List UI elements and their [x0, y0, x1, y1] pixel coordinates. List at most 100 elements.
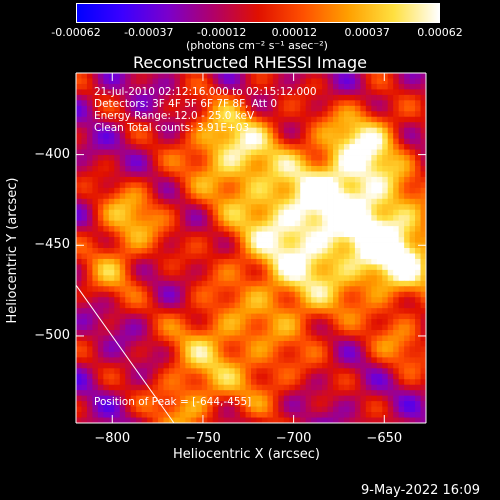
heatmap-cell	[240, 330, 246, 336]
heatmap-cell	[240, 324, 246, 331]
heatmap-cell	[261, 226, 268, 232]
heatmap-cell	[229, 269, 235, 276]
heatmap-cell	[300, 127, 307, 134]
heatmap-cell	[376, 417, 383, 424]
heatmap-cell	[196, 187, 203, 194]
heatmap-cell	[294, 193, 301, 200]
heatmap-cell	[283, 89, 290, 96]
heatmap-cell	[272, 379, 279, 386]
heatmap-cell	[125, 253, 132, 260]
heatmap-cell	[267, 384, 274, 391]
heatmap-cell	[316, 193, 323, 200]
heatmap-cell	[415, 209, 421, 216]
heatmap-cell	[147, 204, 153, 211]
heatmap-cell	[207, 384, 214, 391]
heatmap-cell	[415, 100, 421, 107]
heatmap-cell	[338, 94, 345, 101]
heatmap-cell	[387, 412, 394, 418]
heatmap-cell	[289, 275, 296, 282]
heatmap-cell	[179, 373, 186, 380]
heatmap-cell	[114, 390, 121, 397]
heatmap-cell	[300, 248, 307, 254]
heatmap-cell	[278, 165, 285, 172]
heatmap-cell	[327, 165, 334, 172]
heatmap-cell	[97, 111, 104, 118]
heatmap-cell	[294, 335, 301, 342]
heatmap-cell	[185, 165, 192, 172]
heatmap-cell	[415, 165, 421, 172]
heatmap-cell	[81, 384, 88, 391]
heatmap-cell	[81, 340, 88, 347]
heatmap-cell	[218, 319, 225, 325]
heatmap-cell	[212, 133, 219, 140]
heatmap-cell	[201, 308, 208, 315]
heatmap-cell	[415, 319, 421, 325]
heatmap-cell	[371, 417, 378, 424]
heatmap-cell	[86, 384, 93, 391]
heatmap-cell	[218, 264, 225, 271]
heatmap-cell	[218, 89, 225, 96]
heatmap-cell	[136, 220, 143, 227]
heatmap-cell	[349, 220, 356, 227]
heatmap-cell	[283, 78, 290, 85]
heatmap-cell	[76, 368, 82, 375]
heatmap-cell	[201, 319, 208, 325]
heatmap-cell	[283, 165, 290, 172]
heatmap-cell	[322, 83, 328, 90]
heatmap-cell	[349, 417, 356, 424]
heatmap-cell	[420, 116, 427, 123]
heatmap-cell	[300, 78, 307, 85]
heatmap-cell	[86, 357, 93, 364]
heatmap-cell	[283, 269, 290, 276]
heatmap-cell	[136, 78, 143, 85]
heatmap-cell	[152, 379, 159, 386]
heatmap-cell	[196, 253, 203, 260]
heatmap-cell	[152, 165, 159, 172]
heatmap-cell	[81, 116, 88, 123]
heatmap-cell	[147, 258, 153, 265]
heatmap-cell	[234, 100, 241, 107]
heatmap-cell	[382, 340, 389, 347]
heatmap-cell	[201, 144, 208, 150]
heatmap-cell	[398, 297, 405, 304]
heatmap-cell	[196, 83, 203, 90]
heatmap-cell	[360, 116, 367, 123]
heatmap-cell	[141, 253, 148, 260]
heatmap-cell	[168, 171, 175, 178]
heatmap-cell	[97, 138, 104, 145]
heatmap-cell	[415, 390, 421, 397]
heatmap-cell	[354, 133, 361, 140]
heatmap-cell	[240, 204, 246, 211]
heatmap-cell	[86, 209, 93, 216]
heatmap-cell	[229, 100, 235, 107]
heatmap-cell	[267, 269, 274, 276]
heatmap-cell	[240, 193, 246, 200]
heatmap-cell	[365, 231, 372, 238]
heatmap-cell	[229, 346, 235, 353]
heatmap-cell	[234, 89, 241, 96]
heatmap-cell	[234, 105, 241, 112]
heatmap-cell	[354, 198, 361, 205]
heatmap-cell	[185, 182, 192, 189]
heatmap-cell	[305, 171, 312, 178]
heatmap-cell	[382, 155, 389, 161]
heatmap-cell	[125, 308, 132, 315]
heatmap-cell	[141, 198, 148, 205]
heatmap-cell	[409, 335, 416, 342]
heatmap-cell	[283, 258, 290, 265]
heatmap-cell	[103, 73, 110, 79]
heatmap-cell	[119, 176, 126, 183]
heatmap-cell	[119, 248, 126, 254]
heatmap-cell	[152, 83, 159, 90]
heatmap-cell	[333, 138, 339, 145]
heatmap-cell	[404, 291, 410, 298]
heatmap-cell	[136, 406, 143, 413]
heatmap-cell	[272, 286, 279, 293]
heatmap-cell	[289, 280, 296, 287]
heatmap-cell	[289, 127, 296, 134]
heatmap-cell	[185, 395, 192, 402]
heatmap-cell	[114, 160, 121, 167]
heatmap-cell	[130, 171, 137, 178]
heatmap-cell	[404, 144, 410, 150]
heatmap-cell	[86, 248, 93, 254]
